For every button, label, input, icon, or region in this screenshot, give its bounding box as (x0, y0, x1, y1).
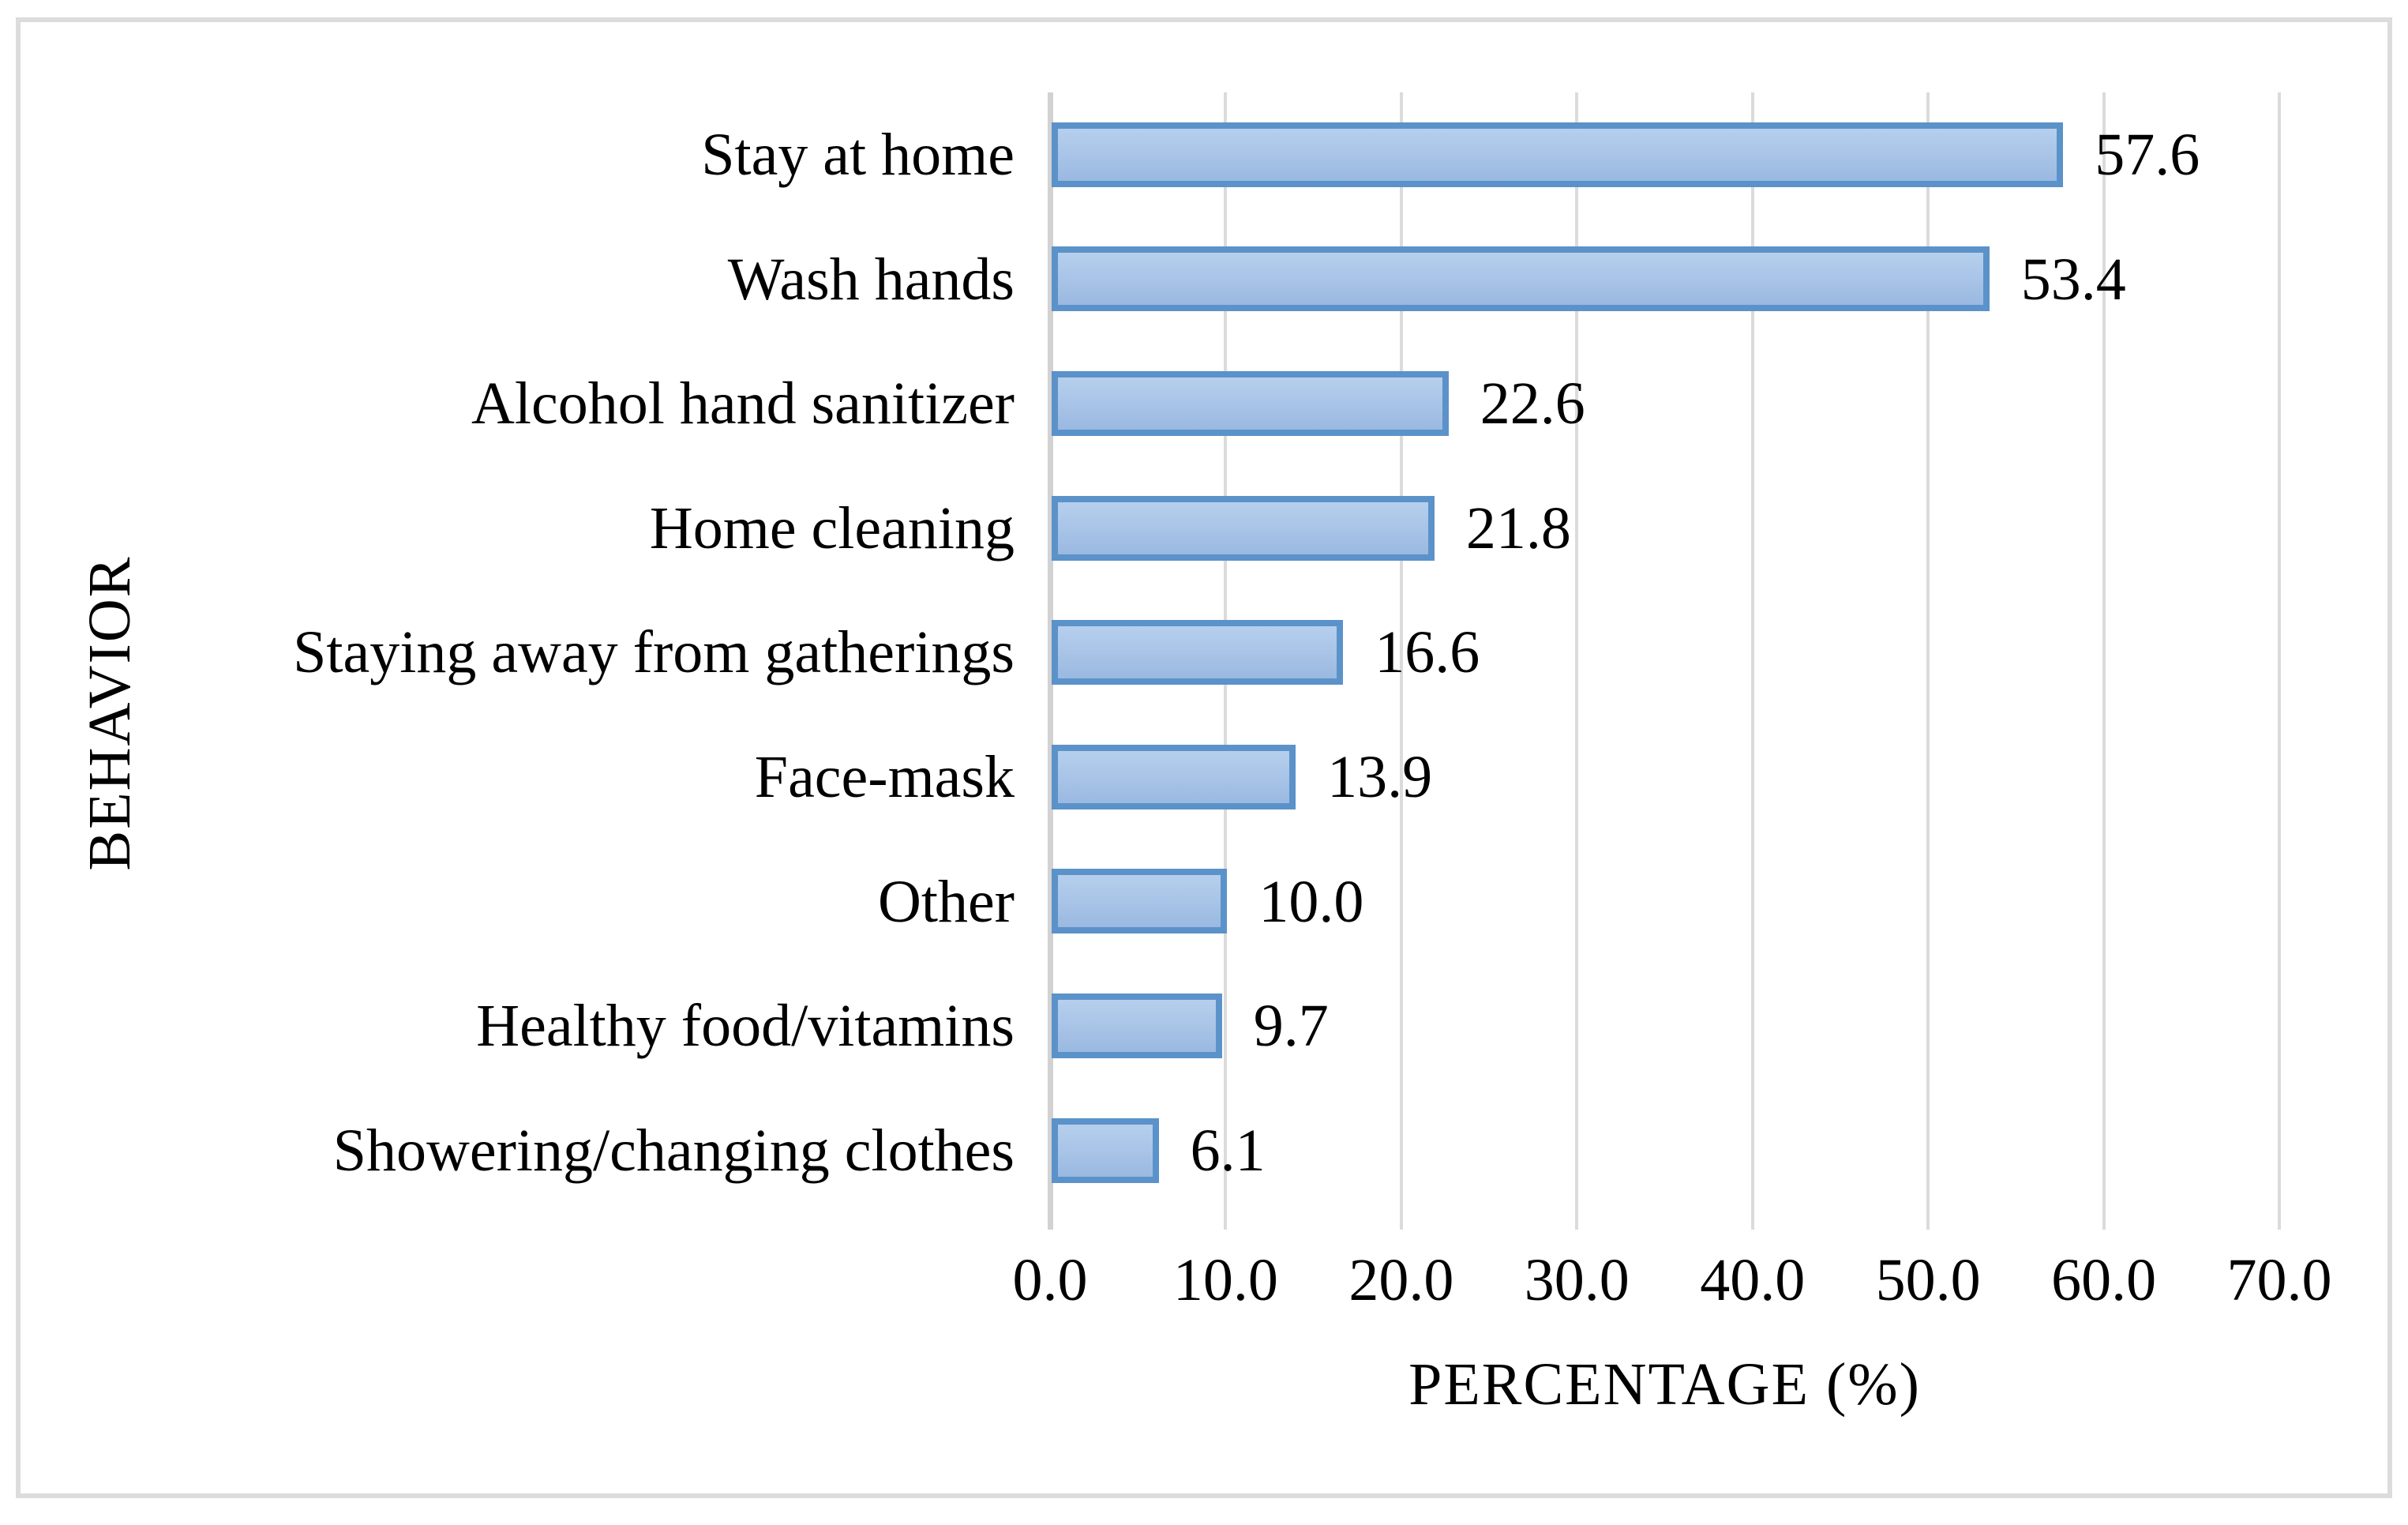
bar (1052, 994, 1222, 1058)
x-tick-label: 40.0 (1700, 1247, 1806, 1313)
category-label: Stay at home (701, 122, 1015, 188)
bar (1052, 1117, 1159, 1183)
gridline (2102, 92, 2106, 1230)
gridline (1926, 92, 1930, 1230)
bar-value-label: 9.7 (1253, 993, 1329, 1060)
x-tick-label: 0.0 (1012, 1247, 1088, 1313)
category-label: Face-mask (754, 744, 1015, 810)
bar (1052, 246, 1990, 312)
bar-value-label: 53.4 (2020, 246, 2126, 313)
bar-value-label: 21.8 (1465, 494, 1571, 562)
x-tick-label: 30.0 (1524, 1247, 1630, 1313)
x-tick-label: 70.0 (2226, 1247, 2332, 1313)
gridline (1399, 92, 1403, 1230)
value-axis-line (1047, 92, 1053, 1230)
x-tick-label: 20.0 (1348, 1247, 1454, 1313)
bar-value-label: 57.6 (2095, 122, 2200, 188)
bar-value-label: 13.9 (1327, 744, 1433, 810)
bar (1052, 371, 1449, 436)
category-label: Showering/changing clothes (332, 1117, 1015, 1184)
bar (1052, 744, 1296, 809)
gridline (1750, 92, 1754, 1230)
bar-value-label: 16.6 (1375, 619, 1480, 686)
x-tick-label: 60.0 (2051, 1247, 2157, 1313)
x-tick-label: 50.0 (1875, 1247, 1981, 1313)
category-label: Healthy food/vitamins (476, 993, 1015, 1060)
category-label: Staying away from gatherings (293, 619, 1015, 686)
category-label: Home cleaning (649, 494, 1015, 562)
bar (1052, 869, 1228, 934)
bar (1052, 620, 1344, 685)
gridline (1575, 92, 1579, 1230)
gridline (2278, 92, 2281, 1230)
bar-value-label: 10.0 (1258, 868, 1364, 935)
y-axis-title: BEHAVIOR (77, 555, 143, 871)
bar-value-label: 22.6 (1480, 370, 1585, 438)
bar (1052, 495, 1435, 561)
bar-value-label: 6.1 (1190, 1117, 1266, 1184)
x-axis-title: PERCENTAGE (%) (1408, 1351, 1921, 1418)
bar (1052, 122, 2064, 187)
x-tick-label: 10.0 (1172, 1247, 1278, 1313)
category-label: Wash hands (727, 246, 1015, 313)
category-label: Other (877, 868, 1015, 935)
category-label: Alcohol hand sanitizer (471, 370, 1015, 438)
